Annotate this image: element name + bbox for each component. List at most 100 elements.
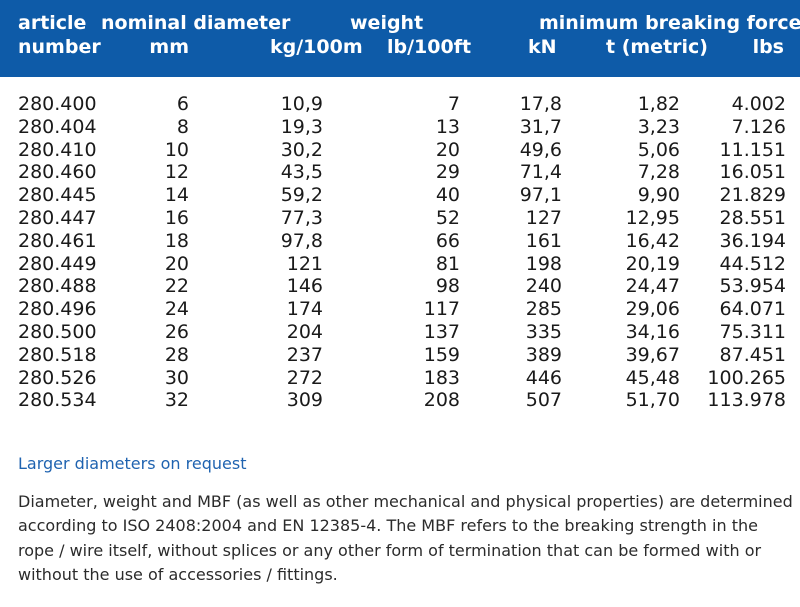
article-number-cell: 280.449 bbox=[18, 252, 97, 275]
header-lbs-label: lbs bbox=[752, 36, 784, 58]
diameter-mm-cell: 30 bbox=[164, 366, 189, 389]
mbf-kn-cell: 507 bbox=[525, 389, 562, 412]
weight-lb-cell: 29 bbox=[435, 161, 460, 184]
mbf-lbs-cell: 64.071 bbox=[719, 298, 786, 321]
diameter-mm-cell: 10 bbox=[164, 138, 189, 161]
weight-kg-cell: 59,2 bbox=[280, 184, 323, 207]
article-number-cell: 280.461 bbox=[18, 229, 97, 252]
description-text: Diameter, weight and MBF (as well as oth… bbox=[18, 492, 793, 584]
mbf-kn-cell: 198 bbox=[525, 252, 562, 275]
mbf-tonnes-cell: 39,67 bbox=[625, 343, 680, 366]
table-header: article number nominal diameter mm weigh… bbox=[0, 0, 800, 77]
weight-lb-cell: 183 bbox=[423, 366, 460, 389]
diameter-mm-cell: 24 bbox=[164, 298, 189, 321]
mbf-tonnes-cell: 1,82 bbox=[637, 93, 680, 115]
mbf-kn-cell: 446 bbox=[525, 366, 562, 389]
mbf-lbs-cell: 113.978 bbox=[707, 389, 786, 412]
mbf-kn-cell: 389 bbox=[525, 343, 562, 366]
mbf-tonnes-cell: 9,90 bbox=[637, 184, 680, 207]
article-number-cell: 280.500 bbox=[18, 320, 97, 343]
weight-lb-cell: 7 bbox=[447, 93, 460, 115]
table-row: 280.534 32 309 208 507 51,70 113.978 bbox=[0, 389, 800, 412]
mbf-kn-cell: 161 bbox=[525, 229, 562, 252]
mbf-kn-cell: 285 bbox=[525, 298, 562, 321]
diameter-mm-cell: 26 bbox=[164, 320, 189, 343]
weight-kg-cell: 309 bbox=[286, 389, 323, 412]
header-minimum-breaking-force-label: minimum breaking force bbox=[539, 12, 800, 34]
mbf-lbs-cell: 44.512 bbox=[719, 252, 786, 275]
weight-kg-cell: 43,5 bbox=[280, 161, 323, 184]
mbf-lbs-cell: 28.551 bbox=[719, 206, 786, 229]
weight-lb-cell: 208 bbox=[423, 389, 460, 412]
table-row: 280.400 6 10,9 7 17,8 1,82 4.002 bbox=[0, 93, 800, 116]
mbf-kn-cell: 240 bbox=[525, 275, 562, 298]
weight-kg-cell: 146 bbox=[286, 275, 323, 298]
article-number-cell: 280.445 bbox=[18, 184, 97, 207]
mbf-lbs-cell: 21.829 bbox=[719, 184, 786, 207]
weight-lb-cell: 117 bbox=[423, 298, 460, 321]
mbf-tonnes-cell: 51,70 bbox=[625, 389, 680, 412]
table-row: 280.445 14 59,2 40 97,1 9,90 21.829 bbox=[0, 184, 800, 207]
mbf-kn-cell: 127 bbox=[525, 206, 562, 229]
mbf-lbs-cell: 100.265 bbox=[707, 366, 786, 389]
article-number-cell: 280.447 bbox=[18, 206, 97, 229]
table-row: 280.488 22 146 98 240 24,47 53.954 bbox=[0, 275, 800, 298]
mbf-tonnes-cell: 5,06 bbox=[637, 138, 680, 161]
article-number-cell: 280.488 bbox=[18, 275, 97, 298]
mbf-lbs-cell: 16.051 bbox=[719, 161, 786, 184]
article-number-cell: 280.526 bbox=[18, 366, 97, 389]
article-number-cell: 280.400 bbox=[18, 93, 97, 115]
header-kn-label: kN bbox=[528, 36, 557, 58]
weight-lb-cell: 13 bbox=[435, 115, 460, 138]
larger-diameters-note: Larger diameters on request bbox=[18, 454, 247, 473]
diameter-mm-cell: 16 bbox=[164, 206, 189, 229]
diameter-mm-cell: 8 bbox=[176, 115, 189, 138]
mbf-kn-cell: 71,4 bbox=[519, 161, 562, 184]
weight-lb-cell: 159 bbox=[423, 343, 460, 366]
article-number-cell: 280.410 bbox=[18, 138, 97, 161]
diameter-mm-cell: 14 bbox=[164, 184, 189, 207]
mbf-kn-cell: 97,1 bbox=[519, 184, 562, 207]
table-row: 280.500 26 204 137 335 34,16 75.311 bbox=[0, 321, 800, 344]
mbf-tonnes-cell: 3,23 bbox=[637, 115, 680, 138]
diameter-mm-cell: 20 bbox=[164, 252, 189, 275]
weight-kg-cell: 121 bbox=[286, 252, 323, 275]
header-tonnes-label: t (metric) bbox=[606, 36, 708, 58]
diameter-mm-cell: 18 bbox=[164, 229, 189, 252]
weight-kg-cell: 204 bbox=[286, 320, 323, 343]
mbf-tonnes-cell: 20,19 bbox=[625, 252, 680, 275]
header-article-label: article bbox=[18, 12, 87, 34]
mbf-kn-cell: 17,8 bbox=[519, 93, 562, 115]
mbf-lbs-cell: 7.126 bbox=[731, 115, 786, 138]
mbf-lbs-cell: 75.311 bbox=[719, 320, 786, 343]
weight-kg-cell: 10,9 bbox=[280, 93, 323, 115]
mbf-tonnes-cell: 24,47 bbox=[625, 275, 680, 298]
table-row: 280.410 10 30,2 20 49,6 5,06 11.151 bbox=[0, 139, 800, 162]
weight-lb-cell: 81 bbox=[435, 252, 460, 275]
weight-kg-cell: 174 bbox=[286, 298, 323, 321]
table-row: 280.496 24 174 117 285 29,06 64.071 bbox=[0, 298, 800, 321]
header-mm-label: mm bbox=[149, 36, 189, 58]
table-row: 280.526 30 272 183 446 45,48 100.265 bbox=[0, 367, 800, 390]
table-row: 280.460 12 43,5 29 71,4 7,28 16.051 bbox=[0, 161, 800, 184]
article-number-cell: 280.534 bbox=[18, 389, 97, 412]
mbf-tonnes-cell: 12,95 bbox=[625, 206, 680, 229]
article-number-cell: 280.460 bbox=[18, 161, 97, 184]
weight-lb-cell: 137 bbox=[423, 320, 460, 343]
mbf-tonnes-cell: 16,42 bbox=[625, 229, 680, 252]
mbf-lbs-cell: 87.451 bbox=[719, 343, 786, 366]
weight-kg-cell: 237 bbox=[286, 343, 323, 366]
weight-kg-cell: 19,3 bbox=[280, 115, 323, 138]
weight-kg-cell: 272 bbox=[286, 366, 323, 389]
weight-lb-cell: 20 bbox=[435, 138, 460, 161]
weight-lb-cell: 66 bbox=[435, 229, 460, 252]
table-row: 280.461 18 97,8 66 161 16,42 36.194 bbox=[0, 230, 800, 253]
header-kg-per-100m-label: kg/100m bbox=[270, 36, 363, 58]
table-row: 280.447 16 77,3 52 127 12,95 28.551 bbox=[0, 207, 800, 230]
mbf-tonnes-cell: 34,16 bbox=[625, 320, 680, 343]
table-body: 280.400 6 10,9 7 17,8 1,82 4.002 280.404 8 19,3 13… bbox=[0, 93, 800, 412]
header-weight-label: weight bbox=[350, 12, 424, 34]
mbf-lbs-cell: 11.151 bbox=[719, 138, 786, 161]
diameter-mm-cell: 32 bbox=[164, 389, 189, 412]
diameter-mm-cell: 28 bbox=[164, 343, 189, 366]
